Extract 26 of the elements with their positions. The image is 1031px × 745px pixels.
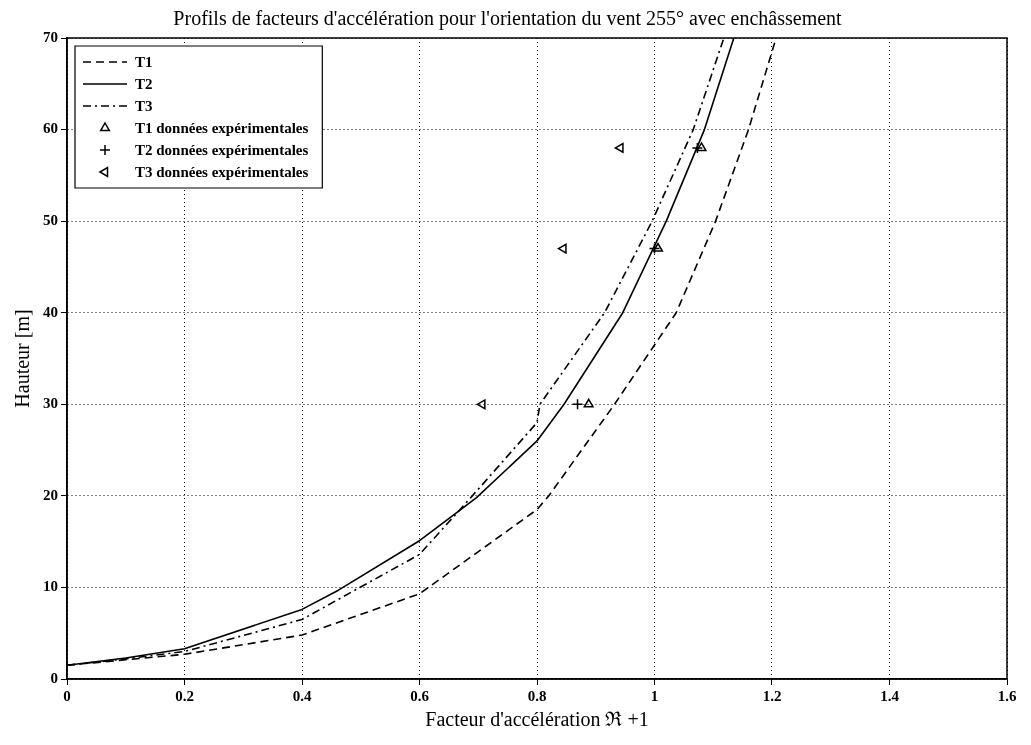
y-axis-title: Hauteur [m] [11, 309, 34, 408]
y-tick-label: 10 [43, 578, 58, 595]
legend-label: T2 [135, 75, 153, 92]
legend-label: T1 données expérimentales [135, 119, 309, 136]
y-tick-label: 40 [43, 303, 58, 320]
y-tick-label: 50 [43, 212, 58, 229]
legend-label: T2 données expérimentales [135, 141, 309, 158]
chart-title: Profils de facteurs d'accélération pour l'orientation du vent 255° avec enchâssement [173, 7, 843, 31]
x-tick-label: 1.6 [997, 687, 1017, 704]
x-tick-label: 0.4 [292, 687, 312, 704]
x-tick-label: 0.8 [527, 687, 547, 704]
x-tick-label: 0.2 [175, 687, 194, 704]
x-tick-label: 1.2 [762, 687, 782, 704]
x-tick-label: 1.4 [880, 687, 900, 704]
legend-label: T1 [135, 53, 153, 70]
x-tick-label: 0 [63, 687, 71, 704]
y-tick-label: 0 [50, 669, 58, 686]
x-axis-title: Facteur d'accélération ℜ +1 [425, 708, 649, 731]
legend-label: T3 données expérimentales [135, 163, 309, 180]
y-tick-label: 70 [43, 28, 58, 45]
x-tick-label: 1 [650, 687, 659, 704]
y-tick-label: 60 [43, 120, 58, 137]
legend-label: T3 [135, 97, 153, 114]
y-tick-label: 30 [43, 395, 58, 412]
y-tick-label: 20 [43, 486, 58, 503]
x-tick-label: 0.6 [410, 687, 430, 704]
